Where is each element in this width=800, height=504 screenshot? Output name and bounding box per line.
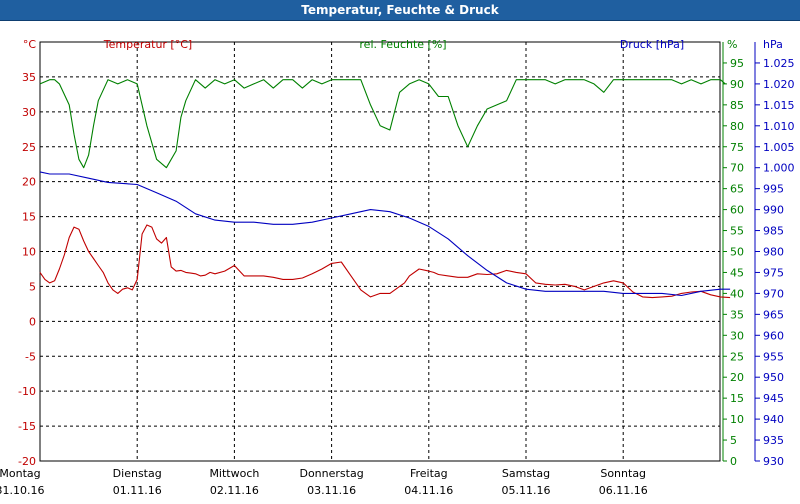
chart-area: °C Temperatur [°C] rel. Feuchte [%] Druck [… [0,21,800,500]
x-tick-label-date: 31.10.16 [0,484,44,497]
humidity-tick-label: 95 [730,57,744,70]
pressure-tick-label: 950 [763,371,784,384]
humidity-axis-title: rel. Feuchte [%] [359,38,446,51]
pressure-tick-label: 940 [763,413,784,426]
pressure-tick-label: 1.015 [763,99,795,112]
humidity-tick-label: 70 [730,162,744,175]
x-tick-label-day: Montag [0,467,41,480]
x-tick-label-day: Freitag [410,467,448,480]
temperature-axis-title: Temperatur [°C] [103,38,192,51]
x-tick-label-date: 04.11.16 [404,484,453,497]
pressure-unit-label: hPa [763,38,783,51]
temperature-tick-label: -5 [25,350,36,363]
pressure-tick-label: 1.025 [763,57,795,70]
humidity-tick-label: 65 [730,183,744,196]
humidity-tick-label: 55 [730,225,744,238]
x-tick-label-date: 02.11.16 [210,484,259,497]
humidity-tick-label: 90 [730,78,744,91]
humidity-tick-label: 40 [730,287,744,300]
humidity-tick-label: 80 [730,120,744,133]
x-tick-label-date: 01.11.16 [113,484,162,497]
x-tick-label-date: 06.11.16 [599,484,648,497]
series-line-temperature [39,224,731,299]
x-tick-label-day: Donnerstag [299,467,363,480]
pressure-tick-label: 995 [763,183,784,196]
temperature-tick-label: 35 [22,71,36,84]
pressure-tick-label: 930 [763,455,784,468]
temperature-tick-label: 0 [29,315,36,328]
x-tick-label-day: Sonntag [600,467,646,480]
humidity-tick-label: 50 [730,246,744,259]
temperature-tick-label: -10 [18,385,36,398]
temperature-tick-label: 5 [29,280,36,293]
temperature-unit-label: °C [23,38,37,51]
x-tick-label-day: Dienstag [113,467,162,480]
pressure-tick-label: 960 [763,329,784,342]
x-tick-label-day: Samstag [502,467,550,480]
chart-svg: °C Temperatur [°C] rel. Feuchte [%] Druck [… [0,38,795,497]
pressure-tick-label: 945 [763,392,784,405]
humidity-tick-label: 15 [730,392,744,405]
humidity-tick-label: 30 [730,329,744,342]
series-line-humidity [39,79,726,169]
x-tick-label-day: Mittwoch [209,467,259,480]
x-tick-label-date: 05.11.16 [502,484,551,497]
pressure-tick-label: 955 [763,350,784,363]
pressure-tick-label: 1.020 [763,78,795,91]
humidity-tick-label: 75 [730,141,744,154]
humidity-unit-label: % [727,38,737,51]
temperature-tick-label: 30 [22,106,36,119]
pressure-tick-label: 1.000 [763,162,795,175]
pressure-tick-label: 1.010 [763,120,795,133]
x-tick-label-date: 03.11.16 [307,484,356,497]
humidity-tick-label: 35 [730,308,744,321]
series-line-pressure [39,171,731,297]
pressure-tick-label: 965 [763,308,784,321]
temperature-tick-label: 10 [22,246,36,259]
humidity-tick-label: 10 [730,413,744,426]
humidity-tick-label: 20 [730,371,744,384]
chart-title: Temperatur, Feuchte & Druck [0,0,800,21]
pressure-axis-title: Druck [hPa] [620,38,684,51]
pressure-tick-label: 980 [763,246,784,259]
temperature-tick-label: -15 [18,420,36,433]
temperature-tick-label: 15 [22,211,36,224]
humidity-tick-label: 60 [730,204,744,217]
humidity-tick-label: 5 [730,434,737,447]
humidity-tick-label: 45 [730,266,744,279]
humidity-tick-label: 0 [730,455,737,468]
pressure-tick-label: 975 [763,266,784,279]
humidity-tick-label: 25 [730,350,744,363]
temperature-tick-label: -20 [18,455,36,468]
pressure-tick-label: 990 [763,204,784,217]
pressure-tick-label: 970 [763,287,784,300]
temperature-tick-label: 25 [22,141,36,154]
temperature-tick-label: 20 [22,176,36,189]
pressure-tick-label: 1.005 [763,141,795,154]
pressure-tick-label: 935 [763,434,784,447]
pressure-tick-label: 985 [763,225,784,238]
humidity-tick-label: 85 [730,99,744,112]
